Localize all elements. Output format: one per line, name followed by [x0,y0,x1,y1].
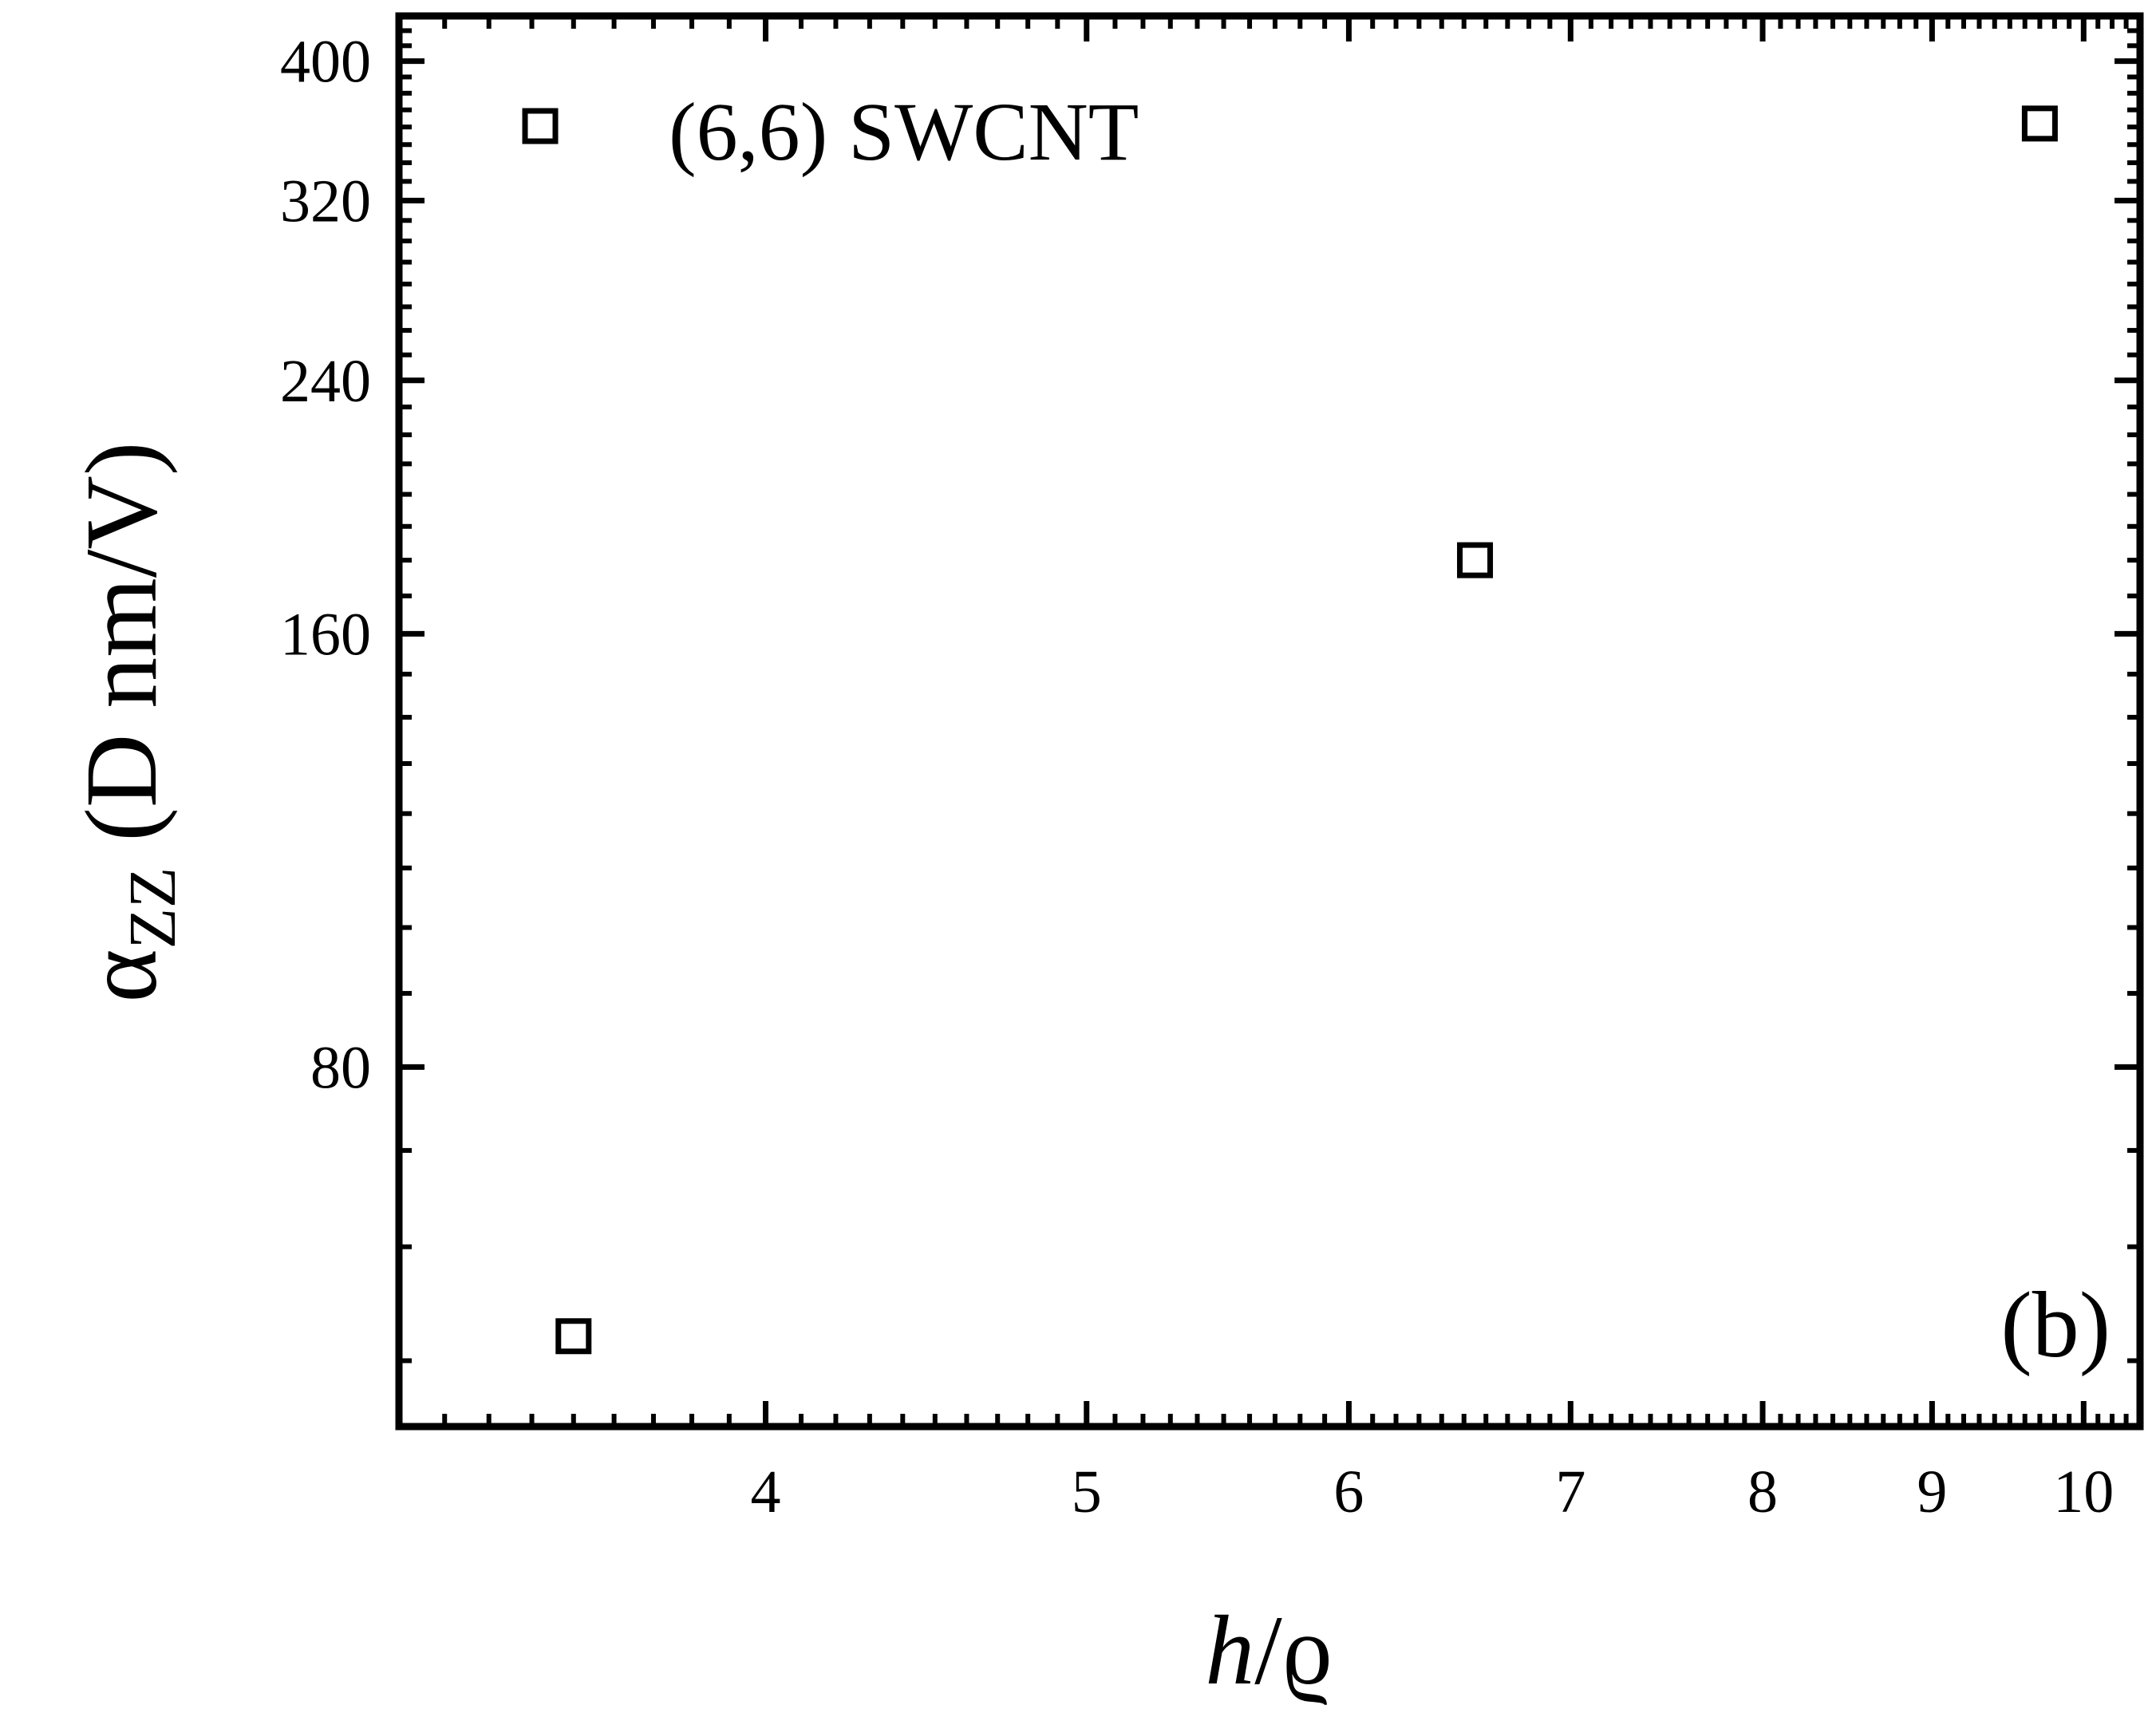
panel-label: (b) [2000,1273,2111,1377]
axis-ticks [397,16,2142,1427]
data-point [2021,105,2058,142]
x-tick-label: 10 [2053,1458,2114,1525]
x-tick-label: 5 [1072,1458,1102,1525]
legend-marker [522,108,559,144]
y-axis-title-subscript: ZZ [116,867,190,949]
y-axis-title-symbol: α [65,949,178,1002]
x-tick-label: 9 [1917,1458,1947,1525]
x-tick-label: 8 [1747,1458,1778,1525]
legend: (6,6) SWCNT [522,86,1139,178]
x-axis-title-rest: /ϱ [1254,1596,1333,1705]
x-axis-title: h/ϱ [1205,1596,1333,1705]
y-tick-label: 320 [280,168,371,235]
x-tick-label: 7 [1555,1458,1585,1525]
data-point [555,1318,592,1355]
plot-frame [395,12,2144,1431]
data-point [1457,542,1494,578]
y-tick-label: 80 [310,1034,371,1101]
legend-label: (6,6) SWCNT [669,86,1139,178]
x-tick-label: 6 [1333,1458,1364,1525]
x-axis-title-italic: h [1205,1596,1254,1705]
data-points [555,105,2058,1355]
y-tick-label: 400 [280,29,371,96]
y-tick-label: 240 [280,348,371,415]
y-axis-title: αZZ (D nm/V) [65,442,190,1003]
y-axis-title-units: (D nm/V) [65,442,178,867]
x-tick-label: 4 [750,1458,780,1525]
y-tick-label: 160 [280,601,371,668]
tick-labels: 4 5 6 7 8 9 10 80 160 240 320 400 [280,29,2114,1525]
